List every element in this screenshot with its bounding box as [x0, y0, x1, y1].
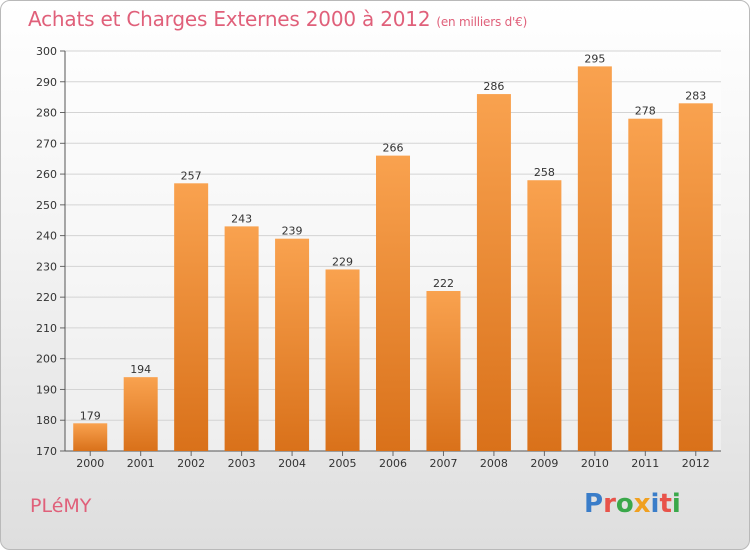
y-tick-label: 190: [36, 383, 57, 396]
bar: [476, 94, 511, 452]
chart-subtitle: (en milliers d'€): [436, 15, 528, 29]
bar-value-label: 266: [383, 142, 404, 155]
y-tick-label: 240: [36, 230, 57, 243]
y-tick-label: 290: [36, 76, 57, 89]
y-tick-label: 200: [36, 353, 57, 366]
bar: [376, 155, 410, 451]
bar-value-label: 278: [635, 105, 656, 118]
x-tick-label: 2005: [329, 457, 357, 470]
logo-letter: r: [603, 489, 616, 519]
y-tick-label: 220: [36, 291, 57, 304]
bar-value-label: 194: [130, 363, 151, 376]
bar: [628, 118, 663, 451]
bar-value-label: 243: [231, 212, 252, 225]
bar-value-label: 222: [433, 277, 454, 290]
x-tick-label: 2006: [379, 457, 407, 470]
x-tick-label: 2012: [682, 457, 710, 470]
bar: [325, 269, 360, 451]
y-tick-label: 300: [36, 45, 57, 58]
y-tick-label: 270: [36, 137, 57, 150]
logo-letter: o: [615, 489, 634, 519]
bar-value-label: 286: [483, 80, 504, 93]
bar: [174, 183, 209, 452]
bar: [275, 238, 310, 451]
chart-title-text: Achats et Charges Externes 2000 à 2012: [28, 7, 431, 31]
x-tick-label: 2001: [127, 457, 155, 470]
y-tick-label: 170: [36, 445, 57, 458]
chart-title: Achats et Charges Externes 2000 à 2012 (e…: [28, 7, 527, 31]
logo-letter: i: [671, 489, 681, 519]
bar-value-label: 179: [80, 409, 101, 422]
bar-value-label: 229: [332, 255, 353, 268]
y-tick-label: 210: [36, 322, 57, 335]
x-tick-label: 2002: [177, 457, 205, 470]
bar: [426, 291, 461, 451]
bar: [577, 66, 612, 451]
x-tick-label: 2004: [278, 457, 306, 470]
proxiti-logo: Proxiti: [584, 489, 681, 519]
bar-value-label: 295: [584, 52, 605, 65]
bar-value-label: 258: [534, 166, 555, 179]
y-tick-label: 230: [36, 260, 57, 273]
bar-value-label: 257: [181, 169, 202, 182]
bar: [678, 103, 713, 452]
bar: [224, 226, 259, 451]
bar-value-label: 283: [685, 89, 706, 102]
logo-letter: i: [650, 489, 660, 519]
bar-value-label: 239: [282, 225, 303, 238]
logo-letter: P: [584, 489, 604, 519]
y-tick-label: 250: [36, 199, 57, 212]
x-tick-label: 2011: [631, 457, 659, 470]
bar: [527, 180, 562, 451]
x-tick-label: 2009: [530, 457, 558, 470]
x-tick-label: 2003: [228, 457, 256, 470]
x-tick-label: 2000: [76, 457, 104, 470]
y-tick-label: 180: [36, 414, 57, 427]
bar: [73, 423, 108, 451]
y-tick-label: 260: [36, 168, 57, 181]
x-tick-label: 2007: [429, 457, 457, 470]
y-tick-label: 280: [36, 107, 57, 120]
x-tick-label: 2008: [480, 457, 508, 470]
x-tick-label: 2010: [581, 457, 609, 470]
logo-letter: x: [633, 489, 651, 519]
logo-letter: t: [659, 489, 672, 519]
commune-name: PLéMY: [30, 495, 92, 517]
bar: [123, 377, 158, 451]
